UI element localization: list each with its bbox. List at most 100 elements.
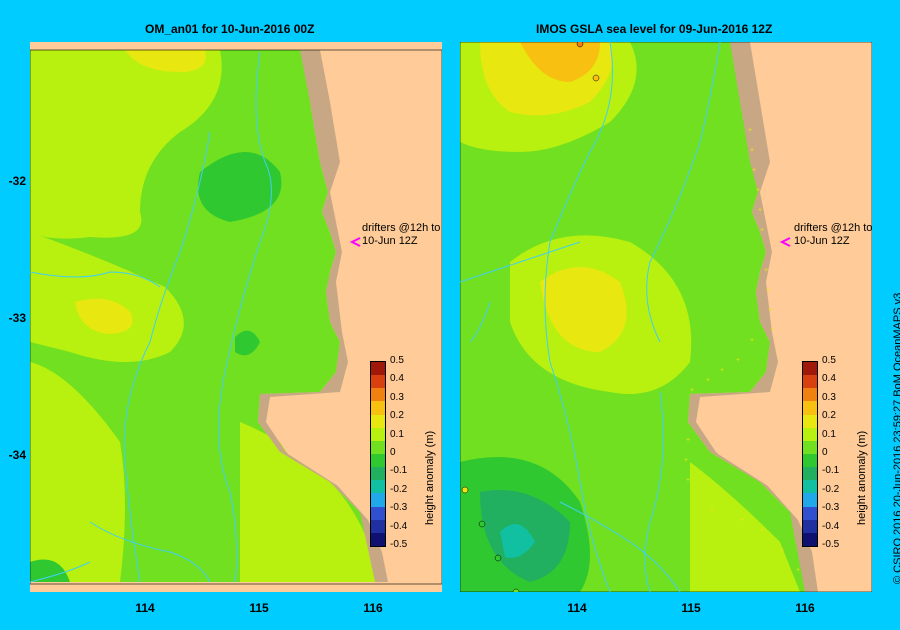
left-x-tick-115: 115 <box>249 601 269 615</box>
right-colorbar-label: 0 <box>822 447 828 458</box>
right-map-panel: + + + + + + + + + + + + + + + + + + + + + + + <box>460 42 872 592</box>
svg-text:+: + <box>710 507 714 514</box>
right-colorbar-segment <box>803 440 817 454</box>
left-land <box>30 42 442 592</box>
left-map-svg <box>30 42 442 592</box>
left-colorbar-label: -0.3 <box>390 502 408 514</box>
left-low-small <box>235 330 260 356</box>
right-colorbar-strip <box>802 361 818 547</box>
svg-text:+: + <box>736 357 740 364</box>
svg-text:+: + <box>764 267 768 274</box>
left-map-frame <box>30 49 442 585</box>
right-drifter-note-line2: 10-Jun 12Z <box>794 235 850 247</box>
left-colorbar-label: 0.2 <box>390 410 404 422</box>
svg-text:+: + <box>760 527 764 534</box>
left-anomaly-west <box>30 232 184 362</box>
left-colorbar-label: -0.5 <box>390 539 408 550</box>
left-colorbar-label: -0.2 <box>390 483 408 495</box>
left-low-sw <box>30 559 70 582</box>
right-anomaly-east <box>690 462 800 592</box>
svg-text:+: + <box>752 167 756 174</box>
svg-text:+: + <box>686 437 690 444</box>
right-colorbar-segment <box>803 480 817 494</box>
right-colorbar-label: 0.4 <box>822 373 836 385</box>
right-x-tick-114: 114 <box>567 601 587 615</box>
left-drifter-note-line2: 10-Jun 12Z <box>362 235 418 247</box>
left-low-mid <box>198 152 282 222</box>
svg-text:+: + <box>780 547 784 554</box>
left-colorbar-label: 0.1 <box>390 428 404 440</box>
left-anomaly-west-core <box>75 298 133 334</box>
left-colorbar-title: height anomaly (m) <box>424 430 436 525</box>
svg-text:+: + <box>706 377 710 384</box>
svg-text:+: + <box>758 207 762 214</box>
left-drifter-arrow <box>349 237 361 247</box>
right-colorbar-segment <box>803 493 817 507</box>
right-colorbar-label: -0.1 <box>822 465 840 477</box>
left-shelf <box>258 50 388 582</box>
left-colorbar-strip <box>370 361 386 547</box>
svg-text:+: + <box>766 287 770 294</box>
svg-text:+: + <box>796 567 800 574</box>
left-colorbar-segment <box>371 453 385 468</box>
right-colorbar-label: -0.2 <box>822 483 840 495</box>
right-drifter-tracks <box>460 42 721 592</box>
left-colorbar-segment <box>371 467 385 481</box>
left-colorbar-label: 0 <box>390 447 396 458</box>
right-x-tick-115: 115 <box>681 601 701 615</box>
y-tick-32: -32 <box>8 174 26 188</box>
left-colorbar-segment <box>371 519 385 533</box>
right-anomaly-mid-core <box>540 267 627 352</box>
right-colorbar-segment <box>803 427 817 441</box>
left-drifter-note-line1: drifters @12h to <box>362 222 441 234</box>
right-x-tick-116: 116 <box>795 601 815 615</box>
credit-text: © CSIRO 2016 20-Jun-2016 23:59:27 BoM Oc… <box>892 292 900 584</box>
left-colorbar-segment <box>371 440 385 454</box>
left-drifter-tracks <box>30 51 272 583</box>
right-map-title: IMOS GSLA sea level for 09-Jun-2016 12Z <box>536 22 773 36</box>
left-colorbar-segment <box>371 493 385 507</box>
svg-text:+: + <box>690 387 694 394</box>
svg-text:+: + <box>684 457 688 464</box>
left-drifter-note: drifters @12h to 10-Jun 12Z <box>362 222 440 248</box>
right-drifter-positions <box>461 42 600 592</box>
right-colorbar-segment <box>803 519 817 533</box>
left-colorbar-label: -0.4 <box>390 520 408 532</box>
left-colorbar-segment <box>371 532 385 546</box>
left-colorbar-segment <box>371 362 385 376</box>
left-x-tick-116: 116 <box>363 601 383 615</box>
left-colorbar-label: 0.3 <box>390 391 404 403</box>
left-anomaly-south <box>30 362 125 582</box>
left-colorbar-label: 0.4 <box>390 373 404 385</box>
left-x-tick-114: 114 <box>135 601 155 615</box>
right-colorbar-segment <box>803 414 817 428</box>
left-anomaly-southeast <box>240 422 380 582</box>
y-tick-33: -33 <box>8 311 26 325</box>
right-low-sw-deep <box>500 524 535 558</box>
left-colorbar-label: 0.5 <box>390 355 404 366</box>
left-colorbar-segment <box>371 427 385 441</box>
left-colorbar-segment <box>371 506 385 520</box>
right-land <box>698 42 872 592</box>
right-colorbar-segment <box>803 532 817 546</box>
right-anomaly-north-core <box>520 42 600 82</box>
right-map-svg: + + + + + + + + + + + + + + + + + + + + + + + <box>460 42 872 592</box>
left-anomaly-north-core <box>125 50 206 72</box>
left-map-panel <box>30 42 442 592</box>
right-colorbar-segment <box>803 388 817 402</box>
y-tick-34: -34 <box>8 448 26 462</box>
left-colorbar-segment <box>371 401 385 415</box>
svg-text:+: + <box>748 127 752 134</box>
left-colorbar-label: -0.1 <box>390 465 408 477</box>
right-colorbar-label: 0.1 <box>822 428 836 440</box>
right-colorbar-segment <box>803 453 817 468</box>
svg-text:+: + <box>760 227 764 234</box>
right-drifter-arrow <box>779 237 791 247</box>
right-colorbar-label: -0.5 <box>822 539 840 550</box>
svg-text:+: + <box>686 477 690 484</box>
right-colorbar-segment <box>803 506 817 520</box>
right-drifter-note-line1: drifters @12h to <box>794 222 873 234</box>
right-drifter-crosses: + + + + + + + + + + + + + + + + + + + + + + + <box>684 127 800 574</box>
left-map-title: OM_an01 for 10-Jun-2016 00Z <box>145 22 315 36</box>
right-colorbar-label: 0.5 <box>822 355 836 366</box>
